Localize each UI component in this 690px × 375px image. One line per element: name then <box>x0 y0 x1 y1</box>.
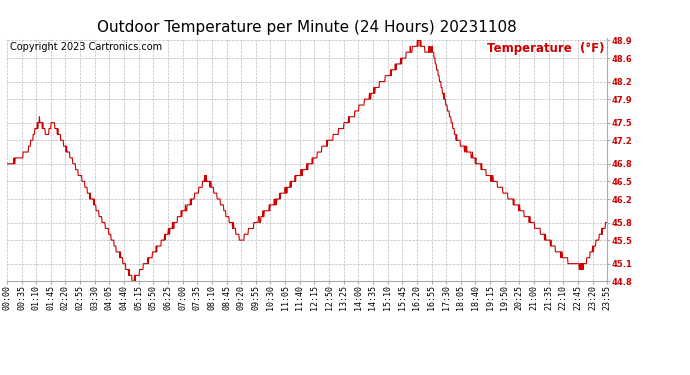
Text: Copyright 2023 Cartronics.com: Copyright 2023 Cartronics.com <box>10 42 162 52</box>
Title: Outdoor Temperature per Minute (24 Hours) 20231108: Outdoor Temperature per Minute (24 Hours… <box>97 20 517 35</box>
Text: Temperature  (°F): Temperature (°F) <box>486 42 604 56</box>
